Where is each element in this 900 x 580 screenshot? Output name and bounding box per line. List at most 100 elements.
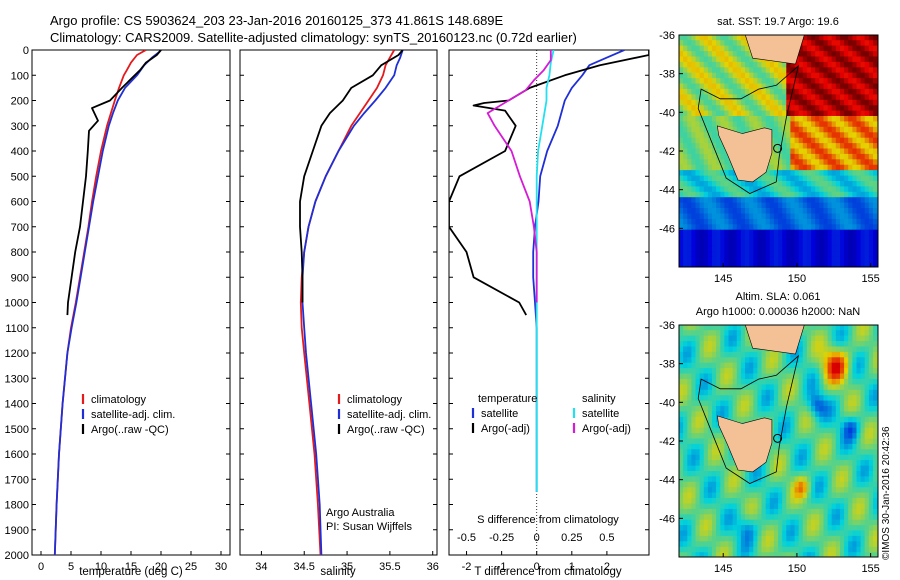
map-cell — [720, 256, 725, 263]
map-cell — [753, 234, 758, 241]
map-cell — [831, 72, 837, 79]
map-cell — [707, 207, 713, 214]
map-cell — [757, 486, 763, 493]
map-cell — [840, 448, 845, 455]
map-cell — [790, 61, 796, 68]
map-cell — [687, 529, 692, 536]
map-cell — [745, 389, 750, 396]
map-cell — [724, 400, 730, 406]
map-cell — [823, 345, 829, 352]
map-cell — [761, 191, 767, 198]
map-cell — [868, 524, 874, 531]
map-cell — [691, 470, 697, 477]
map-cell — [687, 475, 692, 482]
map-cell — [683, 546, 688, 553]
map-cell — [790, 546, 796, 553]
map-cell — [699, 437, 705, 444]
map-cell — [679, 383, 684, 390]
map-cell — [835, 207, 841, 214]
map-cell — [683, 185, 688, 192]
map-cell — [691, 378, 697, 385]
map-cell — [695, 367, 701, 374]
map-cell — [835, 519, 841, 526]
map-cell — [786, 245, 791, 252]
map-cell — [840, 540, 845, 547]
map-cell — [695, 432, 701, 439]
map-cell — [716, 470, 721, 477]
map-cell — [679, 82, 684, 89]
map-cell — [720, 519, 725, 526]
map-cell — [691, 325, 697, 331]
shelf-contour — [697, 64, 800, 194]
map-cell — [831, 351, 837, 358]
map-cell — [740, 497, 746, 504]
map-cell — [724, 50, 730, 57]
map-cell — [691, 77, 697, 84]
map-cell — [819, 55, 824, 62]
map-cell — [844, 196, 849, 203]
map-cell — [724, 61, 730, 68]
map-cell — [724, 454, 730, 461]
map-cell — [745, 250, 750, 257]
map-cell — [732, 519, 738, 526]
map-cell — [798, 115, 804, 122]
map-cell — [798, 427, 804, 434]
map-cell — [749, 202, 754, 208]
map-cell — [732, 481, 738, 488]
map-cell — [695, 345, 701, 352]
map-cell — [691, 229, 697, 236]
map-cell — [757, 104, 763, 111]
map-cell — [802, 470, 808, 477]
map-cell — [695, 239, 701, 246]
map-cell — [831, 524, 837, 531]
map-cell — [720, 345, 725, 352]
map-cell — [761, 383, 767, 390]
map-cell — [819, 99, 824, 106]
map-cell — [844, 175, 849, 181]
map-cell — [868, 207, 874, 214]
map-cell — [773, 378, 779, 385]
map-cell — [790, 196, 796, 203]
map-cell — [831, 137, 837, 144]
map-cell — [840, 513, 845, 520]
map-cell — [823, 486, 829, 493]
map-cell — [852, 93, 858, 100]
map-cell — [868, 367, 874, 374]
map-cell — [811, 99, 816, 106]
map-cell — [827, 202, 833, 208]
map-cell — [712, 239, 717, 246]
map-cell — [794, 250, 800, 257]
map-cell — [691, 372, 697, 379]
map-cell — [691, 153, 697, 160]
map-cell — [794, 126, 800, 133]
map-cell — [860, 120, 866, 127]
map-cell — [761, 486, 767, 493]
map-cell — [761, 535, 767, 542]
map-cell — [687, 459, 692, 466]
map-cell — [745, 39, 750, 46]
map-cell — [720, 529, 725, 536]
map-cell — [687, 465, 692, 471]
map-cell — [864, 191, 870, 198]
map-cell — [868, 486, 874, 493]
map-cell — [860, 427, 866, 434]
map-cell — [778, 524, 783, 531]
map-cell — [749, 405, 754, 412]
map-cell — [753, 104, 758, 111]
map-cell — [798, 470, 804, 477]
map-cell — [840, 481, 845, 488]
map-cell — [691, 55, 697, 62]
map-cell — [811, 540, 816, 547]
map-cell — [703, 486, 709, 493]
map-cell — [848, 61, 853, 68]
map-cell — [852, 351, 858, 358]
map-cell — [736, 475, 742, 482]
map-cell — [831, 389, 837, 396]
map-cell — [712, 389, 717, 396]
map-cell — [819, 470, 824, 477]
map-cell — [856, 486, 862, 493]
map-cell — [819, 66, 824, 73]
map-cell — [687, 367, 692, 374]
map-cell — [699, 502, 705, 509]
map-cell — [765, 93, 771, 100]
